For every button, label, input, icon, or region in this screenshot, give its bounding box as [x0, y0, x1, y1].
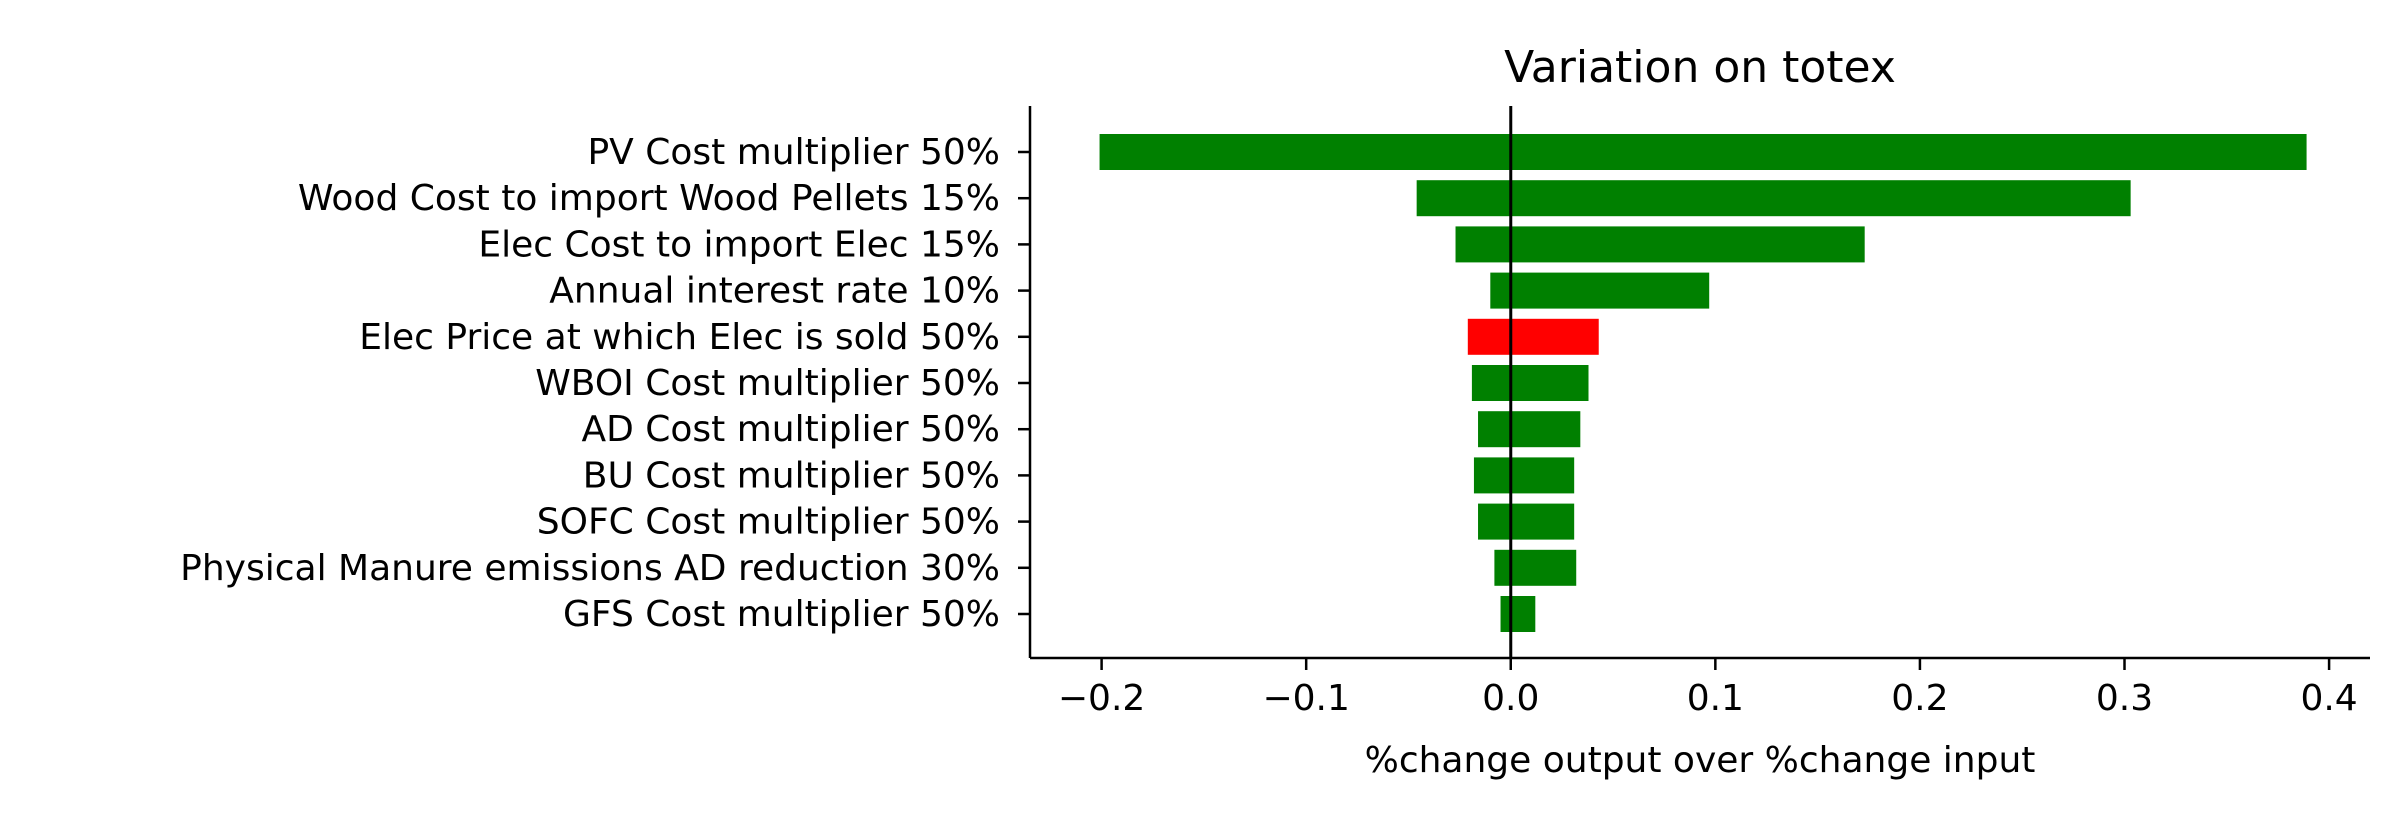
bars-group — [1099, 134, 2307, 632]
x-tick-label: 0.2 — [1891, 678, 1948, 719]
x-tick-label: −0.2 — [1058, 678, 1145, 719]
bar — [1500, 596, 1536, 632]
bar — [1490, 272, 1710, 309]
bar — [1478, 411, 1581, 448]
bar — [1467, 318, 1599, 355]
chart-title: Variation on totex — [1504, 42, 1896, 93]
bar — [1455, 226, 1865, 263]
bar — [1478, 503, 1575, 540]
category-label: GFS Cost multiplier 50% — [563, 594, 1000, 635]
x-tick-label: 0.4 — [2300, 678, 2357, 719]
x-axis-ticks: −0.2 −0.1 0.0 0.1 0.2 0.3 0.4 — [1058, 658, 2358, 719]
x-tick-label: 0.0 — [1482, 678, 1539, 719]
bar — [1473, 457, 1575, 494]
x-tick-label: 0.1 — [1687, 678, 1744, 719]
category-label: Annual interest rate 10% — [549, 271, 1000, 312]
category-labels: PV Cost multiplier 50% Wood Cost to impor… — [180, 132, 1030, 635]
category-label: Elec Price at which Elec is sold 50% — [359, 317, 1000, 358]
category-label: Elec Cost to import Elec 15% — [478, 224, 1000, 265]
bar — [1099, 134, 2307, 170]
bar — [1494, 549, 1577, 586]
category-label: Wood Cost to import Wood Pellets 15% — [298, 178, 1000, 219]
category-label: Physical Manure emissions AD reduction 3… — [180, 548, 1000, 589]
category-label: SOFC Cost multiplier 50% — [537, 502, 1000, 543]
category-label: PV Cost multiplier 50% — [587, 132, 1000, 173]
x-axis-label: %change output over %change input — [1365, 740, 2036, 781]
category-label: AD Cost multiplier 50% — [581, 409, 1000, 450]
bar — [1471, 365, 1589, 401]
x-tick-label: 0.3 — [2096, 678, 2153, 719]
x-tick-label: −0.1 — [1262, 678, 1349, 719]
category-label: BU Cost multiplier 50% — [583, 455, 1000, 496]
category-label: WBOI Cost multiplier 50% — [535, 363, 1000, 404]
bar — [1416, 180, 2131, 217]
